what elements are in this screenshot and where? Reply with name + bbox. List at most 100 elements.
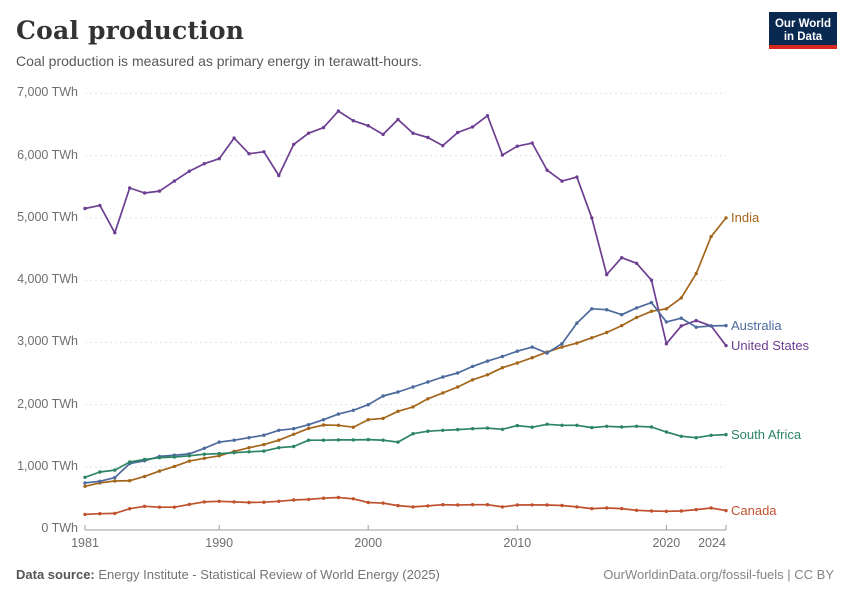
point-marker[interactable] (366, 437, 370, 442)
point-marker[interactable] (187, 459, 191, 463)
point-marker[interactable] (98, 512, 102, 516)
point-marker[interactable] (709, 433, 713, 437)
point-marker[interactable] (157, 189, 162, 193)
point-marker[interactable] (426, 429, 430, 433)
point-marker[interactable] (202, 162, 206, 166)
series-label-united-states[interactable]: United States (731, 337, 810, 353)
point-marker[interactable] (247, 446, 251, 450)
point-marker[interactable] (202, 456, 206, 460)
point-marker[interactable] (530, 141, 534, 145)
point-marker[interactable] (515, 349, 519, 353)
point-marker[interactable] (277, 428, 281, 432)
point-marker[interactable] (232, 500, 236, 504)
point-marker[interactable] (620, 256, 624, 260)
point-marker[interactable] (620, 506, 624, 511)
point-marker[interactable] (545, 351, 549, 355)
point-marker[interactable] (649, 425, 654, 429)
point-marker[interactable] (649, 300, 654, 305)
point-marker[interactable] (187, 169, 191, 173)
point-marker[interactable] (381, 132, 385, 137)
point-marker[interactable] (366, 418, 370, 422)
point-marker[interactable] (128, 186, 132, 190)
point-marker[interactable] (485, 426, 490, 430)
point-marker[interactable] (336, 423, 341, 427)
point-marker[interactable] (664, 320, 669, 324)
point-marker[interactable] (560, 503, 564, 508)
point-marker[interactable] (485, 359, 490, 363)
point-marker[interactable] (306, 438, 311, 442)
point-marker[interactable] (456, 130, 460, 135)
point-marker[interactable] (396, 440, 400, 444)
point-marker[interactable] (590, 425, 594, 430)
point-marker[interactable] (411, 505, 415, 509)
point-marker[interactable] (709, 234, 713, 239)
point-marker[interactable] (620, 323, 624, 328)
point-marker[interactable] (232, 451, 236, 455)
point-marker[interactable] (292, 498, 296, 502)
point-marker[interactable] (664, 342, 669, 346)
point-marker[interactable] (142, 457, 147, 462)
point-marker[interactable] (411, 432, 415, 436)
point-marker[interactable] (411, 385, 415, 389)
point-marker[interactable] (262, 150, 266, 154)
point-marker[interactable] (262, 449, 266, 453)
point-marker[interactable] (500, 366, 505, 370)
point-marker[interactable] (456, 427, 460, 432)
point-marker[interactable] (694, 436, 698, 440)
point-marker[interactable] (292, 432, 296, 436)
point-marker[interactable] (232, 438, 236, 442)
point-marker[interactable] (277, 499, 281, 503)
point-marker[interactable] (351, 408, 355, 412)
point-marker[interactable] (694, 318, 698, 323)
point-marker[interactable] (113, 231, 117, 235)
point-marker[interactable] (500, 153, 505, 157)
point-marker[interactable] (113, 479, 117, 483)
point-marker[interactable] (724, 508, 728, 513)
point-marker[interactable] (515, 423, 519, 428)
point-marker[interactable] (321, 496, 326, 500)
point-marker[interactable] (396, 503, 400, 508)
point-marker[interactable] (649, 509, 654, 513)
point-marker[interactable] (485, 503, 490, 507)
point-marker[interactable] (321, 125, 326, 130)
point-marker[interactable] (500, 427, 505, 431)
point-marker[interactable] (634, 508, 639, 512)
point-marker[interactable] (172, 179, 177, 183)
point-marker[interactable] (515, 361, 519, 365)
point-marker[interactable] (142, 191, 147, 195)
point-marker[interactable] (709, 324, 713, 328)
point-marker[interactable] (232, 136, 236, 140)
point-marker[interactable] (605, 424, 609, 428)
license-link[interactable]: OurWorldinData.org/fossil-fuels | CC BY (603, 567, 834, 582)
point-marker[interactable] (381, 501, 385, 505)
point-marker[interactable] (649, 278, 654, 282)
point-marker[interactable] (456, 385, 460, 389)
point-marker[interactable] (620, 313, 624, 317)
point-marker[interactable] (247, 152, 251, 156)
point-marker[interactable] (172, 464, 177, 469)
point-marker[interactable] (485, 114, 490, 118)
point-marker[interactable] (366, 500, 370, 505)
owid-logo[interactable]: Our World in Data (769, 12, 837, 49)
point-marker[interactable] (262, 433, 266, 437)
point-marker[interactable] (679, 316, 683, 320)
point-marker[interactable] (292, 444, 296, 449)
point-marker[interactable] (157, 469, 162, 473)
point-marker[interactable] (441, 375, 445, 379)
point-marker[interactable] (724, 343, 728, 348)
point-marker[interactable] (605, 272, 609, 277)
point-marker[interactable] (128, 460, 132, 464)
point-marker[interactable] (470, 427, 475, 431)
series-label-india[interactable]: India (731, 209, 760, 225)
point-marker[interactable] (128, 479, 132, 483)
point-marker[interactable] (694, 325, 698, 329)
point-marker[interactable] (202, 446, 206, 450)
point-marker[interactable] (396, 409, 400, 413)
point-marker[interactable] (500, 505, 505, 509)
point-marker[interactable] (441, 503, 445, 507)
point-marker[interactable] (620, 425, 624, 429)
point-marker[interactable] (321, 423, 326, 427)
point-marker[interactable] (590, 506, 594, 511)
point-marker[interactable] (142, 474, 147, 479)
